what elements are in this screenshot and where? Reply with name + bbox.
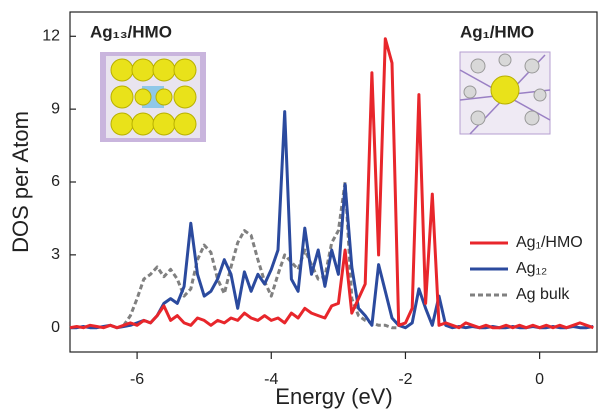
- legend-label: Ag₁/HMO: [516, 234, 583, 251]
- x-tick-label: -2: [398, 371, 412, 388]
- y-tick-label: 6: [51, 173, 60, 190]
- annotation: Ag₁/HMO: [460, 22, 534, 41]
- x-tick-label: -6: [130, 371, 144, 388]
- y-tick-label: 0: [51, 319, 60, 336]
- x-tick-label: 0: [535, 371, 544, 388]
- inset-ag1: [460, 52, 550, 134]
- y-axis-label: DOS per Atom: [8, 111, 33, 253]
- series-line: [70, 112, 593, 328]
- y-tick-label: 3: [51, 246, 60, 263]
- legend-label: Ag bulk: [516, 286, 570, 303]
- x-axis-label: Energy (eV): [275, 384, 392, 409]
- chart: 036912-6-4-20Energy (eV)DOS per AtomAg₁₃…: [0, 0, 598, 409]
- y-tick-label: 9: [51, 100, 60, 117]
- inset-ag13: [100, 52, 206, 142]
- legend-label: Ag₁₂: [516, 260, 547, 277]
- page: 036912-6-4-20Energy (eV)DOS per AtomAg₁₃…: [0, 0, 598, 409]
- annotation: Ag₁₃/HMO: [90, 22, 172, 41]
- y-tick-label: 12: [42, 28, 60, 45]
